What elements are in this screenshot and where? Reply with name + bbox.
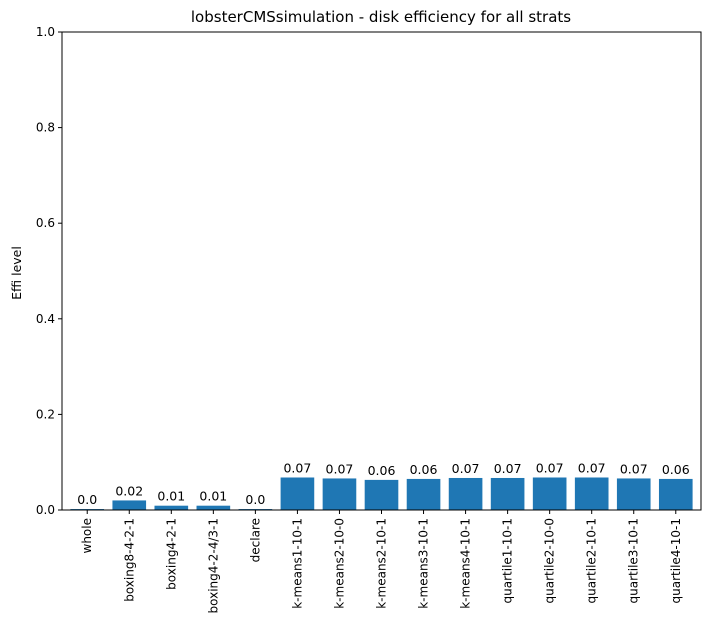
chart-title: lobsterCMSsimulation - disk efficiency f… <box>191 8 571 26</box>
bar-value-label: 0.07 <box>326 461 354 476</box>
bar <box>574 477 609 510</box>
x-tick-label: k-means2-10-0 <box>332 518 346 609</box>
bar <box>490 477 525 510</box>
bar <box>406 478 441 510</box>
y-tick-label: 0.0 <box>36 503 55 517</box>
bar-value-label: 0.01 <box>157 489 185 504</box>
x-tick-label: quartile2-10-1 <box>585 518 599 603</box>
bar <box>364 479 399 510</box>
bar <box>112 500 147 510</box>
x-tick-label: declare <box>248 518 262 562</box>
axes-frame <box>61 31 702 511</box>
x-tick-label: boxing4-2-1 <box>164 518 178 590</box>
y-tick-label: 0.2 <box>36 407 55 421</box>
y-tick-label: 1.0 <box>36 25 55 39</box>
bar-value-label: 0.07 <box>452 461 480 476</box>
bar <box>280 477 315 510</box>
x-tick-label: k-means3-10-1 <box>417 518 431 609</box>
bar-value-label: 0.07 <box>283 460 311 475</box>
bar-value-label: 0.01 <box>199 489 227 504</box>
bar-value-label: 0.02 <box>115 483 143 498</box>
plot-area: 0.0 0.2 0.4 0.6 0.8 1.0 0.0 whole 0.02 boxing8-4-… <box>36 25 702 613</box>
x-tick-label: k-means1-10-1 <box>290 518 304 609</box>
y-tick-label: 0.4 <box>36 312 55 326</box>
x-tick-label: quartile3-10-1 <box>627 518 641 603</box>
bar <box>532 477 567 510</box>
bar <box>448 477 483 510</box>
y-tick-label: 0.8 <box>36 121 55 135</box>
x-tick-label: k-means2-10-1 <box>375 518 389 609</box>
bar-value-label: 0.07 <box>494 461 522 476</box>
x-tick-label: quartile2-10-0 <box>543 518 557 603</box>
bar-value-label: 0.06 <box>410 462 438 477</box>
bar <box>658 478 693 510</box>
bar-value-label: 0.06 <box>662 462 690 477</box>
bar-value-label: 0.06 <box>368 463 396 478</box>
x-tick-label: quartile4-10-1 <box>669 518 683 603</box>
x-tick-label: k-means4-10-1 <box>459 518 473 609</box>
y-axis-label: Effi level <box>9 246 24 300</box>
bar-value-label: 0.0 <box>245 492 265 507</box>
bar <box>616 478 651 510</box>
x-tick-label: boxing4-2-4/3-1 <box>206 518 220 613</box>
bar-value-label: 0.07 <box>578 460 606 475</box>
y-tick-label: 0.6 <box>36 216 55 230</box>
bar-value-label: 0.0 <box>77 492 97 507</box>
x-tick-label: whole <box>80 518 94 553</box>
bar <box>196 505 231 510</box>
bar <box>154 505 189 510</box>
bar-value-label: 0.07 <box>536 460 564 475</box>
x-tick-label: boxing8-4-2-1 <box>122 518 136 602</box>
x-tick-label: quartile1-10-1 <box>501 518 515 603</box>
bar <box>322 478 357 510</box>
bar-value-label: 0.07 <box>620 461 648 476</box>
